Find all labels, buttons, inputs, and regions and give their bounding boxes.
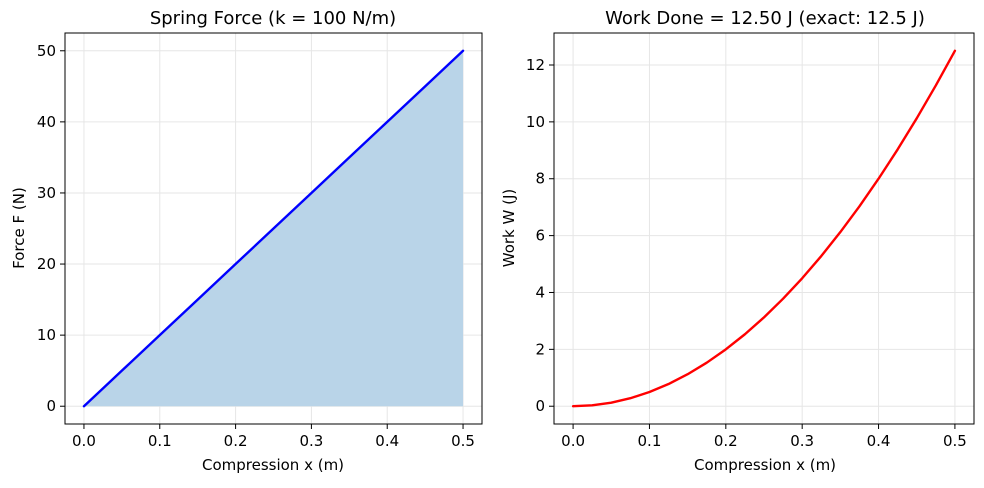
grid: [554, 33, 974, 424]
x-axis-label: Compression x (m): [694, 456, 836, 474]
x-tick-label: 0.4: [375, 432, 399, 450]
x-tick-label: 0.2: [714, 432, 738, 450]
y-tick-label: 12: [526, 56, 545, 74]
x-ticks: 0.0 0.1 0.2 0.3 0.4 0.5: [72, 424, 475, 450]
x-tick-label: 0.5: [451, 432, 475, 450]
x-tick-label: 0.2: [224, 432, 248, 450]
chart-title: Spring Force (k = 100 N/m): [150, 8, 396, 29]
chart-title: Work Done = 12.50 J (exact: 12.5 J): [605, 8, 925, 29]
x-tick-label: 0.4: [867, 432, 891, 450]
series-line: [573, 51, 955, 406]
y-tick-label: 50: [37, 42, 56, 60]
y-tick-label: 40: [37, 113, 56, 131]
y-tick-label: 0: [46, 397, 56, 415]
y-tick-label: 6: [535, 227, 545, 245]
y-tick-label: 10: [37, 326, 56, 344]
x-axis-label: Compression x (m): [202, 456, 344, 474]
x-tick-label: 0.0: [72, 432, 96, 450]
x-tick-label: 0.3: [790, 432, 814, 450]
y-tick-label: 2: [535, 340, 545, 358]
plot-frame: [554, 33, 974, 424]
y-tick-label: 4: [535, 283, 545, 301]
x-ticks: 0.0 0.1 0.2 0.3 0.4 0.5: [561, 424, 967, 450]
x-tick-label: 0.5: [943, 432, 967, 450]
x-tick-label: 0.1: [638, 432, 662, 450]
y-tick-label: 30: [37, 184, 56, 202]
y-tick-label: 8: [535, 170, 545, 188]
plot-marks: [84, 51, 463, 406]
x-tick-label: 0.3: [299, 432, 323, 450]
plot-marks: [573, 51, 955, 406]
y-ticks: 0 2 4 6 8 10 12: [526, 56, 554, 415]
y-ticks: 0 10 20 30 40 50: [37, 42, 65, 415]
y-axis-label: Force F (N): [10, 187, 28, 269]
x-tick-label: 0.1: [148, 432, 172, 450]
y-tick-label: 20: [37, 255, 56, 273]
x-tick-label: 0.0: [561, 432, 585, 450]
y-axis-label: Work W (J): [500, 189, 518, 267]
y-tick-label: 0: [535, 397, 545, 415]
y-tick-label: 10: [526, 113, 545, 131]
